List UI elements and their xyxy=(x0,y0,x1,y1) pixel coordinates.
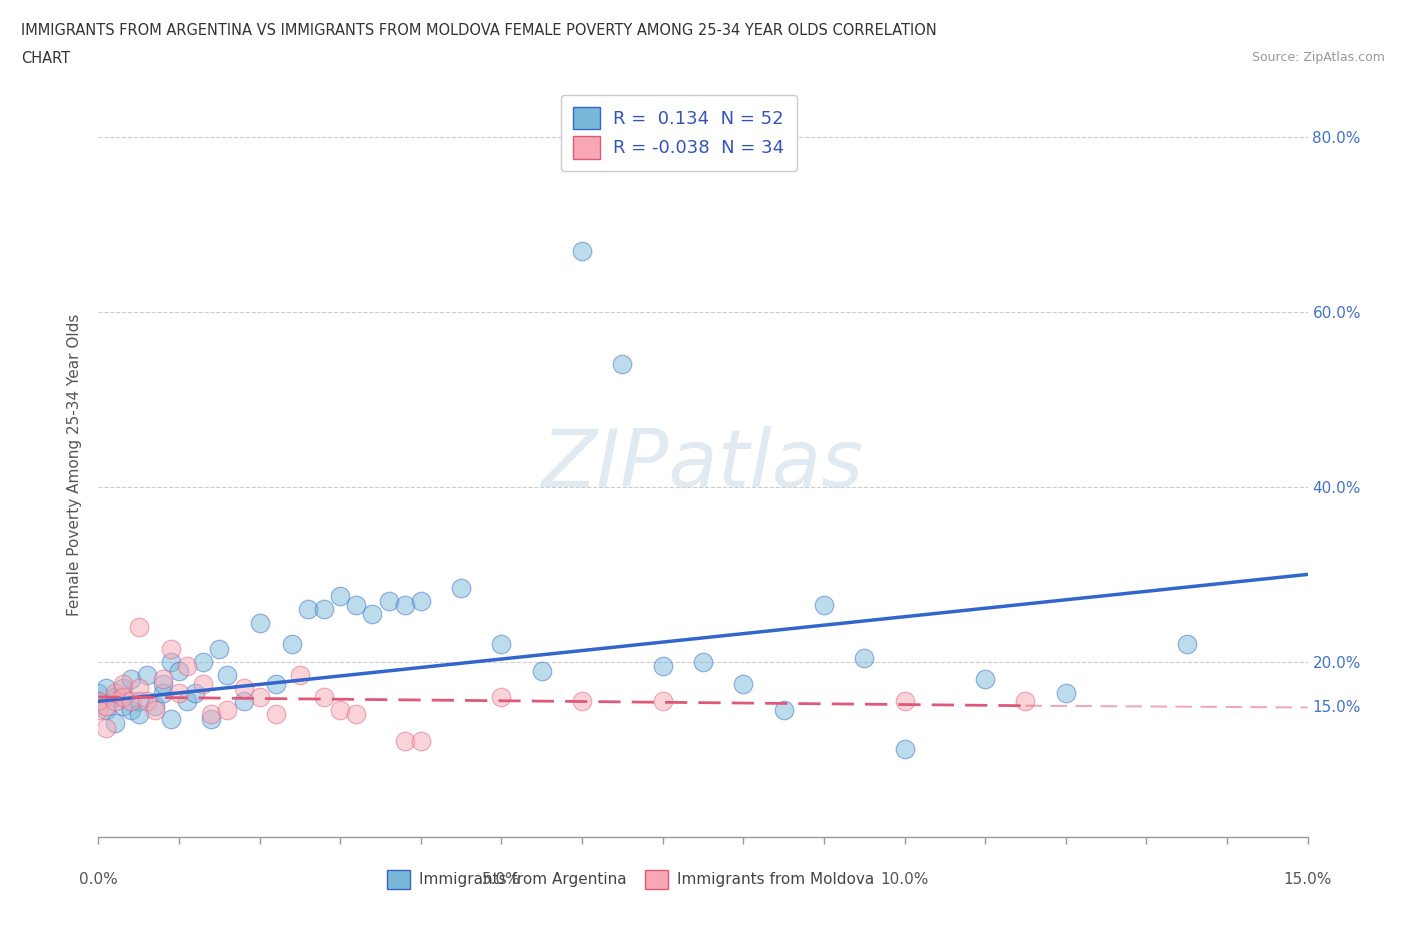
Point xyxy=(329,703,352,718)
Point xyxy=(377,593,399,608)
Point xyxy=(530,663,553,678)
Point xyxy=(160,711,183,726)
Point xyxy=(344,598,367,613)
Point xyxy=(288,668,311,683)
Point xyxy=(853,650,876,665)
Point xyxy=(733,676,755,691)
Point xyxy=(103,689,125,704)
Point xyxy=(264,676,287,691)
Point xyxy=(193,655,215,670)
Point xyxy=(87,685,110,700)
Point xyxy=(491,689,513,704)
Point xyxy=(772,703,794,718)
Point xyxy=(120,703,142,718)
Point xyxy=(176,694,198,709)
Point xyxy=(96,703,118,718)
Point xyxy=(314,689,336,704)
Point xyxy=(571,694,593,709)
Point xyxy=(571,243,593,258)
Point xyxy=(152,672,174,687)
Point xyxy=(344,707,367,722)
Point xyxy=(111,689,134,704)
Point xyxy=(120,694,142,709)
Point xyxy=(120,672,142,687)
Point xyxy=(152,685,174,700)
Point xyxy=(128,707,150,722)
Point xyxy=(128,619,150,634)
Point xyxy=(450,580,472,595)
Text: ZIPatlas: ZIPatlas xyxy=(541,426,865,504)
Point xyxy=(249,689,271,704)
Text: CHART: CHART xyxy=(21,51,70,66)
Point xyxy=(264,707,287,722)
Point xyxy=(491,637,513,652)
Point xyxy=(329,589,352,604)
Point xyxy=(128,694,150,709)
Point xyxy=(184,685,207,700)
Text: 5.0%: 5.0% xyxy=(482,872,520,887)
Point xyxy=(193,676,215,691)
Point xyxy=(217,703,239,718)
Point xyxy=(87,694,110,709)
Point xyxy=(103,694,125,709)
Point xyxy=(394,598,416,613)
Text: 15.0%: 15.0% xyxy=(1284,872,1331,887)
Point xyxy=(135,668,157,683)
Point xyxy=(87,703,110,718)
Point xyxy=(160,642,183,657)
Point xyxy=(143,698,166,713)
Point xyxy=(893,694,915,709)
Point xyxy=(128,681,150,696)
Point xyxy=(394,733,416,748)
Point xyxy=(1054,685,1077,700)
Point xyxy=(111,681,134,696)
Point xyxy=(651,658,673,673)
Point xyxy=(143,703,166,718)
Point xyxy=(692,655,714,670)
Point xyxy=(217,668,239,683)
Point xyxy=(96,698,118,713)
Point xyxy=(974,672,997,687)
Point xyxy=(111,676,134,691)
Legend: Immigrants from Argentina, Immigrants from Moldova: Immigrants from Argentina, Immigrants fr… xyxy=(380,862,882,897)
Point xyxy=(361,606,384,621)
Point xyxy=(281,637,304,652)
Point xyxy=(409,593,432,608)
Point xyxy=(200,711,222,726)
Point xyxy=(297,602,319,617)
Point xyxy=(96,681,118,696)
Y-axis label: Female Poverty Among 25-34 Year Olds: Female Poverty Among 25-34 Year Olds xyxy=(67,313,83,617)
Point xyxy=(176,658,198,673)
Point xyxy=(111,698,134,713)
Point xyxy=(103,685,125,700)
Point xyxy=(232,694,254,709)
Point xyxy=(232,681,254,696)
Point xyxy=(167,663,190,678)
Point xyxy=(96,720,118,735)
Point xyxy=(409,733,432,748)
Point xyxy=(152,676,174,691)
Point xyxy=(103,716,125,731)
Text: 10.0%: 10.0% xyxy=(880,872,929,887)
Point xyxy=(1175,637,1198,652)
Point xyxy=(135,694,157,709)
Point xyxy=(314,602,336,617)
Point xyxy=(813,598,835,613)
Point xyxy=(893,742,915,757)
Text: 0.0%: 0.0% xyxy=(79,872,118,887)
Point xyxy=(612,357,634,372)
Point xyxy=(87,694,110,709)
Point xyxy=(200,707,222,722)
Point xyxy=(167,685,190,700)
Point xyxy=(651,694,673,709)
Point xyxy=(208,642,231,657)
Point xyxy=(1014,694,1036,709)
Text: IMMIGRANTS FROM ARGENTINA VS IMMIGRANTS FROM MOLDOVA FEMALE POVERTY AMONG 25-34 : IMMIGRANTS FROM ARGENTINA VS IMMIGRANTS … xyxy=(21,23,936,38)
Text: Source: ZipAtlas.com: Source: ZipAtlas.com xyxy=(1251,51,1385,64)
Point xyxy=(160,655,183,670)
Point xyxy=(249,615,271,630)
